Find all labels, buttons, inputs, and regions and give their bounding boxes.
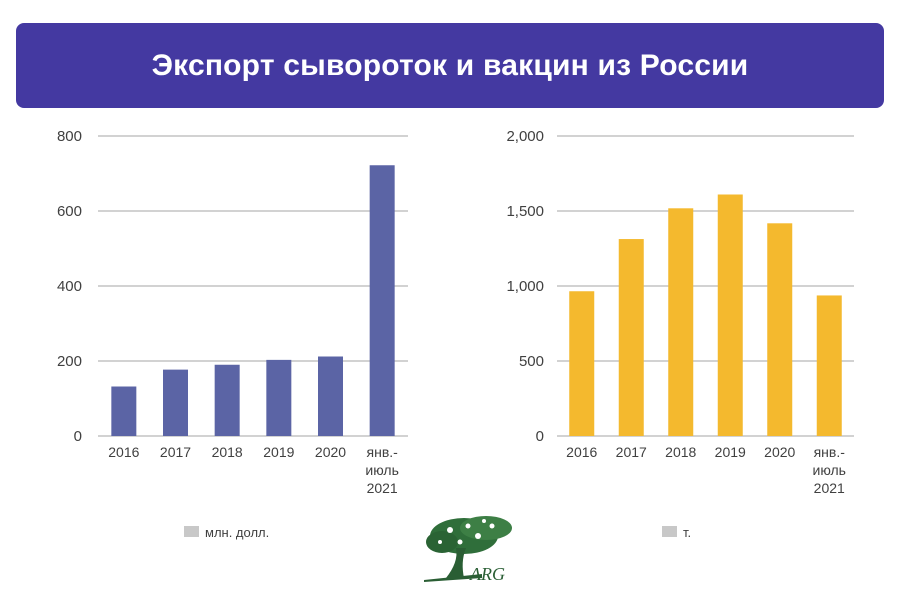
legend-swatch	[184, 526, 199, 537]
x-tick-label: янв.-	[367, 444, 399, 460]
x-tick-label: 2017	[160, 444, 191, 460]
x-tick-label: 2018	[665, 444, 696, 460]
bar	[163, 369, 188, 436]
x-tick-label: 2021	[367, 480, 398, 496]
x-tick-label: 2016	[566, 444, 597, 460]
bar	[111, 386, 137, 436]
x-tick-label: 2021	[814, 480, 845, 496]
y-tick-label: 800	[57, 128, 82, 145]
bar	[214, 364, 240, 436]
y-tick-label: 1,000	[506, 278, 544, 295]
x-tick-label: 2017	[616, 444, 647, 460]
bar	[816, 295, 842, 436]
legend-label: т.	[683, 525, 691, 540]
y-tick-label: 500	[519, 353, 544, 370]
x-tick-label: 2019	[715, 444, 746, 460]
x-tick-label: июль	[813, 462, 846, 478]
tree-icon	[424, 516, 512, 582]
bar	[266, 359, 292, 436]
y-tick-label: 1,500	[506, 203, 544, 220]
legend-label: млн. долл.	[205, 525, 269, 540]
bar	[369, 165, 395, 436]
title-banner: Экспорт сывороток и вакцин из России	[16, 23, 884, 108]
arg-logo: ARG	[420, 512, 526, 588]
page-title: Экспорт сывороток и вакцин из России	[151, 48, 749, 82]
bar	[668, 208, 694, 436]
x-tick-label: 2020	[315, 444, 346, 460]
y-tick-label: 400	[57, 278, 82, 295]
bar	[569, 291, 595, 436]
y-tick-label: 0	[74, 428, 82, 445]
x-tick-label: 2019	[263, 444, 294, 460]
x-tick-label: июль	[365, 462, 398, 478]
bar	[767, 223, 793, 436]
logo-text: ARG	[469, 564, 505, 584]
x-tick-label: 2020	[764, 444, 795, 460]
x-tick-label: янв.-	[814, 444, 846, 460]
bar	[318, 356, 343, 436]
y-tick-label: 2,000	[506, 128, 544, 145]
y-tick-label: 0	[536, 428, 544, 445]
x-tick-label: 2016	[108, 444, 139, 460]
y-tick-label: 600	[57, 203, 82, 220]
y-tick-label: 200	[57, 353, 82, 370]
x-tick-label: 2018	[212, 444, 243, 460]
bar	[618, 239, 644, 436]
legend-swatch	[662, 526, 677, 537]
bar	[717, 194, 743, 436]
